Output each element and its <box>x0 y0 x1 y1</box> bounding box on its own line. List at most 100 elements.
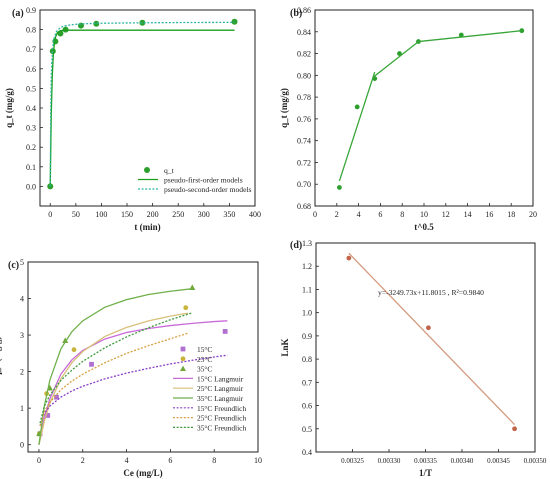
x-axis-label: 1/T <box>419 468 432 478</box>
data-point <box>231 18 238 25</box>
legend-marker <box>180 346 186 352</box>
y-tick-label-2: 3 <box>20 331 24 340</box>
legend-label: 25°C <box>197 355 212 364</box>
y-tick-label-0: 0.5 <box>26 84 36 93</box>
x-tick-label-2: 4 <box>125 456 129 465</box>
data-point <box>354 104 360 110</box>
x-axis-label: Ce (mg/L) <box>123 468 162 478</box>
y-tick-label-3: 0.4 <box>302 448 312 457</box>
data-point <box>89 361 94 367</box>
y-tick-label-1: 0.80 <box>297 71 311 80</box>
x-tick-label-2: 6 <box>168 456 172 465</box>
x-tick-label-2: 8 <box>212 456 216 465</box>
series-line <box>38 320 228 445</box>
x-tick-label-0: 350 <box>223 210 235 219</box>
legend-label: 15°C <box>197 345 212 354</box>
y-axis-label: q_t (mg/g) <box>4 88 14 128</box>
legend-marker <box>144 167 150 173</box>
x-tick-label-0: 150 <box>121 210 133 219</box>
plot-frame-2 <box>27 261 259 453</box>
y-tick-label-0: 0.7 <box>26 45 36 54</box>
y-tick-label-3: 0.5 <box>302 425 312 434</box>
legend-marker <box>180 365 186 371</box>
legend-label: 35°C Langmuir <box>197 394 244 403</box>
panel-label: (a) <box>12 8 24 19</box>
legend-label: 15°C Freundlich <box>197 404 246 413</box>
y-tick-label-1: 0.84 <box>297 28 311 37</box>
legend-label: pseudo-second-order models <box>164 185 252 194</box>
x-tick-label-0: 200 <box>147 210 159 219</box>
y-tick-label-0: 0.0 <box>26 182 36 191</box>
x-tick-label-1: 10 <box>420 210 428 219</box>
plot-frame-3 <box>315 242 536 453</box>
y-tick-label-1: 0.68 <box>297 202 311 211</box>
y-tick-label-3: 0.6 <box>302 402 312 411</box>
fit-equation: y=-3249.73x+11.8015 , R²=0.9840 <box>378 288 484 297</box>
x-tick-label-3: 0.00330 <box>378 457 401 465</box>
x-tick-label-0: 0 <box>48 210 52 219</box>
legend-label: pseudo-first-order models <box>164 176 243 185</box>
y-tick-label-3: 1.3 <box>302 239 312 248</box>
x-tick-label-3: 0.00345 <box>487 457 510 465</box>
labels-layer: 0 50 100 150 200 250 300 350 4000.00.10.20.30.40… <box>0 6 547 478</box>
data-point <box>71 347 77 353</box>
marks-layer <box>36 18 525 445</box>
y-tick-label-3: 1.0 <box>302 309 312 318</box>
x-axis-label: t (min) <box>134 222 160 232</box>
panel-label: (c) <box>8 260 19 271</box>
data-point <box>93 20 100 27</box>
series-line <box>372 41 419 79</box>
y-tick-label-1: 0.76 <box>297 115 311 124</box>
y-tick-label-3: 1.2 <box>302 262 312 271</box>
y-tick-label-2: 1 <box>20 404 24 413</box>
y-tick-label-1: 0.86 <box>297 6 311 15</box>
data-point <box>54 394 59 400</box>
x-tick-label-1: 2 <box>335 210 339 219</box>
y-tick-label-0: 0.6 <box>26 65 36 74</box>
legend-label: 35°C <box>197 365 212 374</box>
legend-label: 25°C Freundlich <box>197 414 246 423</box>
y-tick-label-3: 0.7 <box>302 378 312 387</box>
x-tick-label-3: 0.00325 <box>341 457 364 465</box>
x-tick-label-0: 400 <box>249 210 261 219</box>
panel-label: (d) <box>290 240 302 251</box>
y-tick-label-2: 5 <box>20 258 24 267</box>
x-tick-label-1: 6 <box>378 210 382 219</box>
data-point <box>426 325 431 331</box>
x-tick-label-1: 0 <box>313 210 317 219</box>
y-tick-label-1: 0.78 <box>297 93 311 102</box>
x-tick-label-1: 20 <box>529 210 537 219</box>
x-tick-label-2: 10 <box>254 456 262 465</box>
x-tick-label-3: 0.00340 <box>451 457 474 465</box>
data-point <box>45 413 51 418</box>
data-point <box>346 255 352 261</box>
x-tick-label-0: 50 <box>72 210 80 219</box>
x-tick-label-1: 18 <box>507 210 515 219</box>
y-tick-label-3: 0.9 <box>302 332 312 341</box>
y-tick-label-1: 0.74 <box>297 137 311 146</box>
legend-label: 25°C Langmuir <box>197 384 244 393</box>
data-point <box>222 329 228 334</box>
y-tick-label-0: 0.1 <box>26 163 36 172</box>
x-tick-label-1: 8 <box>400 210 404 219</box>
x-tick-label-1: 14 <box>464 210 472 219</box>
series-line <box>39 332 189 427</box>
y-tick-label-3: 0.8 <box>302 355 312 364</box>
y-axis-label: q_t (mg/g) <box>279 88 289 128</box>
legend-label: 15°C Langmuir <box>197 374 244 383</box>
data-point <box>512 426 517 432</box>
y-tick-label-2: 4 <box>20 295 24 304</box>
series-line <box>39 354 228 426</box>
series-line <box>49 29 235 187</box>
x-tick-label-3: 0.00335 <box>414 457 437 465</box>
y-axis-label: LnK <box>280 338 290 356</box>
x-tick-label-1: 12 <box>442 210 450 219</box>
series-line <box>49 21 235 187</box>
data-point <box>139 19 146 26</box>
x-tick-label-1: 4 <box>357 210 361 219</box>
x-tick-label-1: 16 <box>485 210 493 219</box>
y-tick-label-3: 1.1 <box>302 285 312 294</box>
x-tick-label-3: 0.00350 <box>524 457 547 465</box>
x-tick-label-2: 2 <box>81 456 85 465</box>
y-tick-label-0: 0.3 <box>26 124 36 133</box>
